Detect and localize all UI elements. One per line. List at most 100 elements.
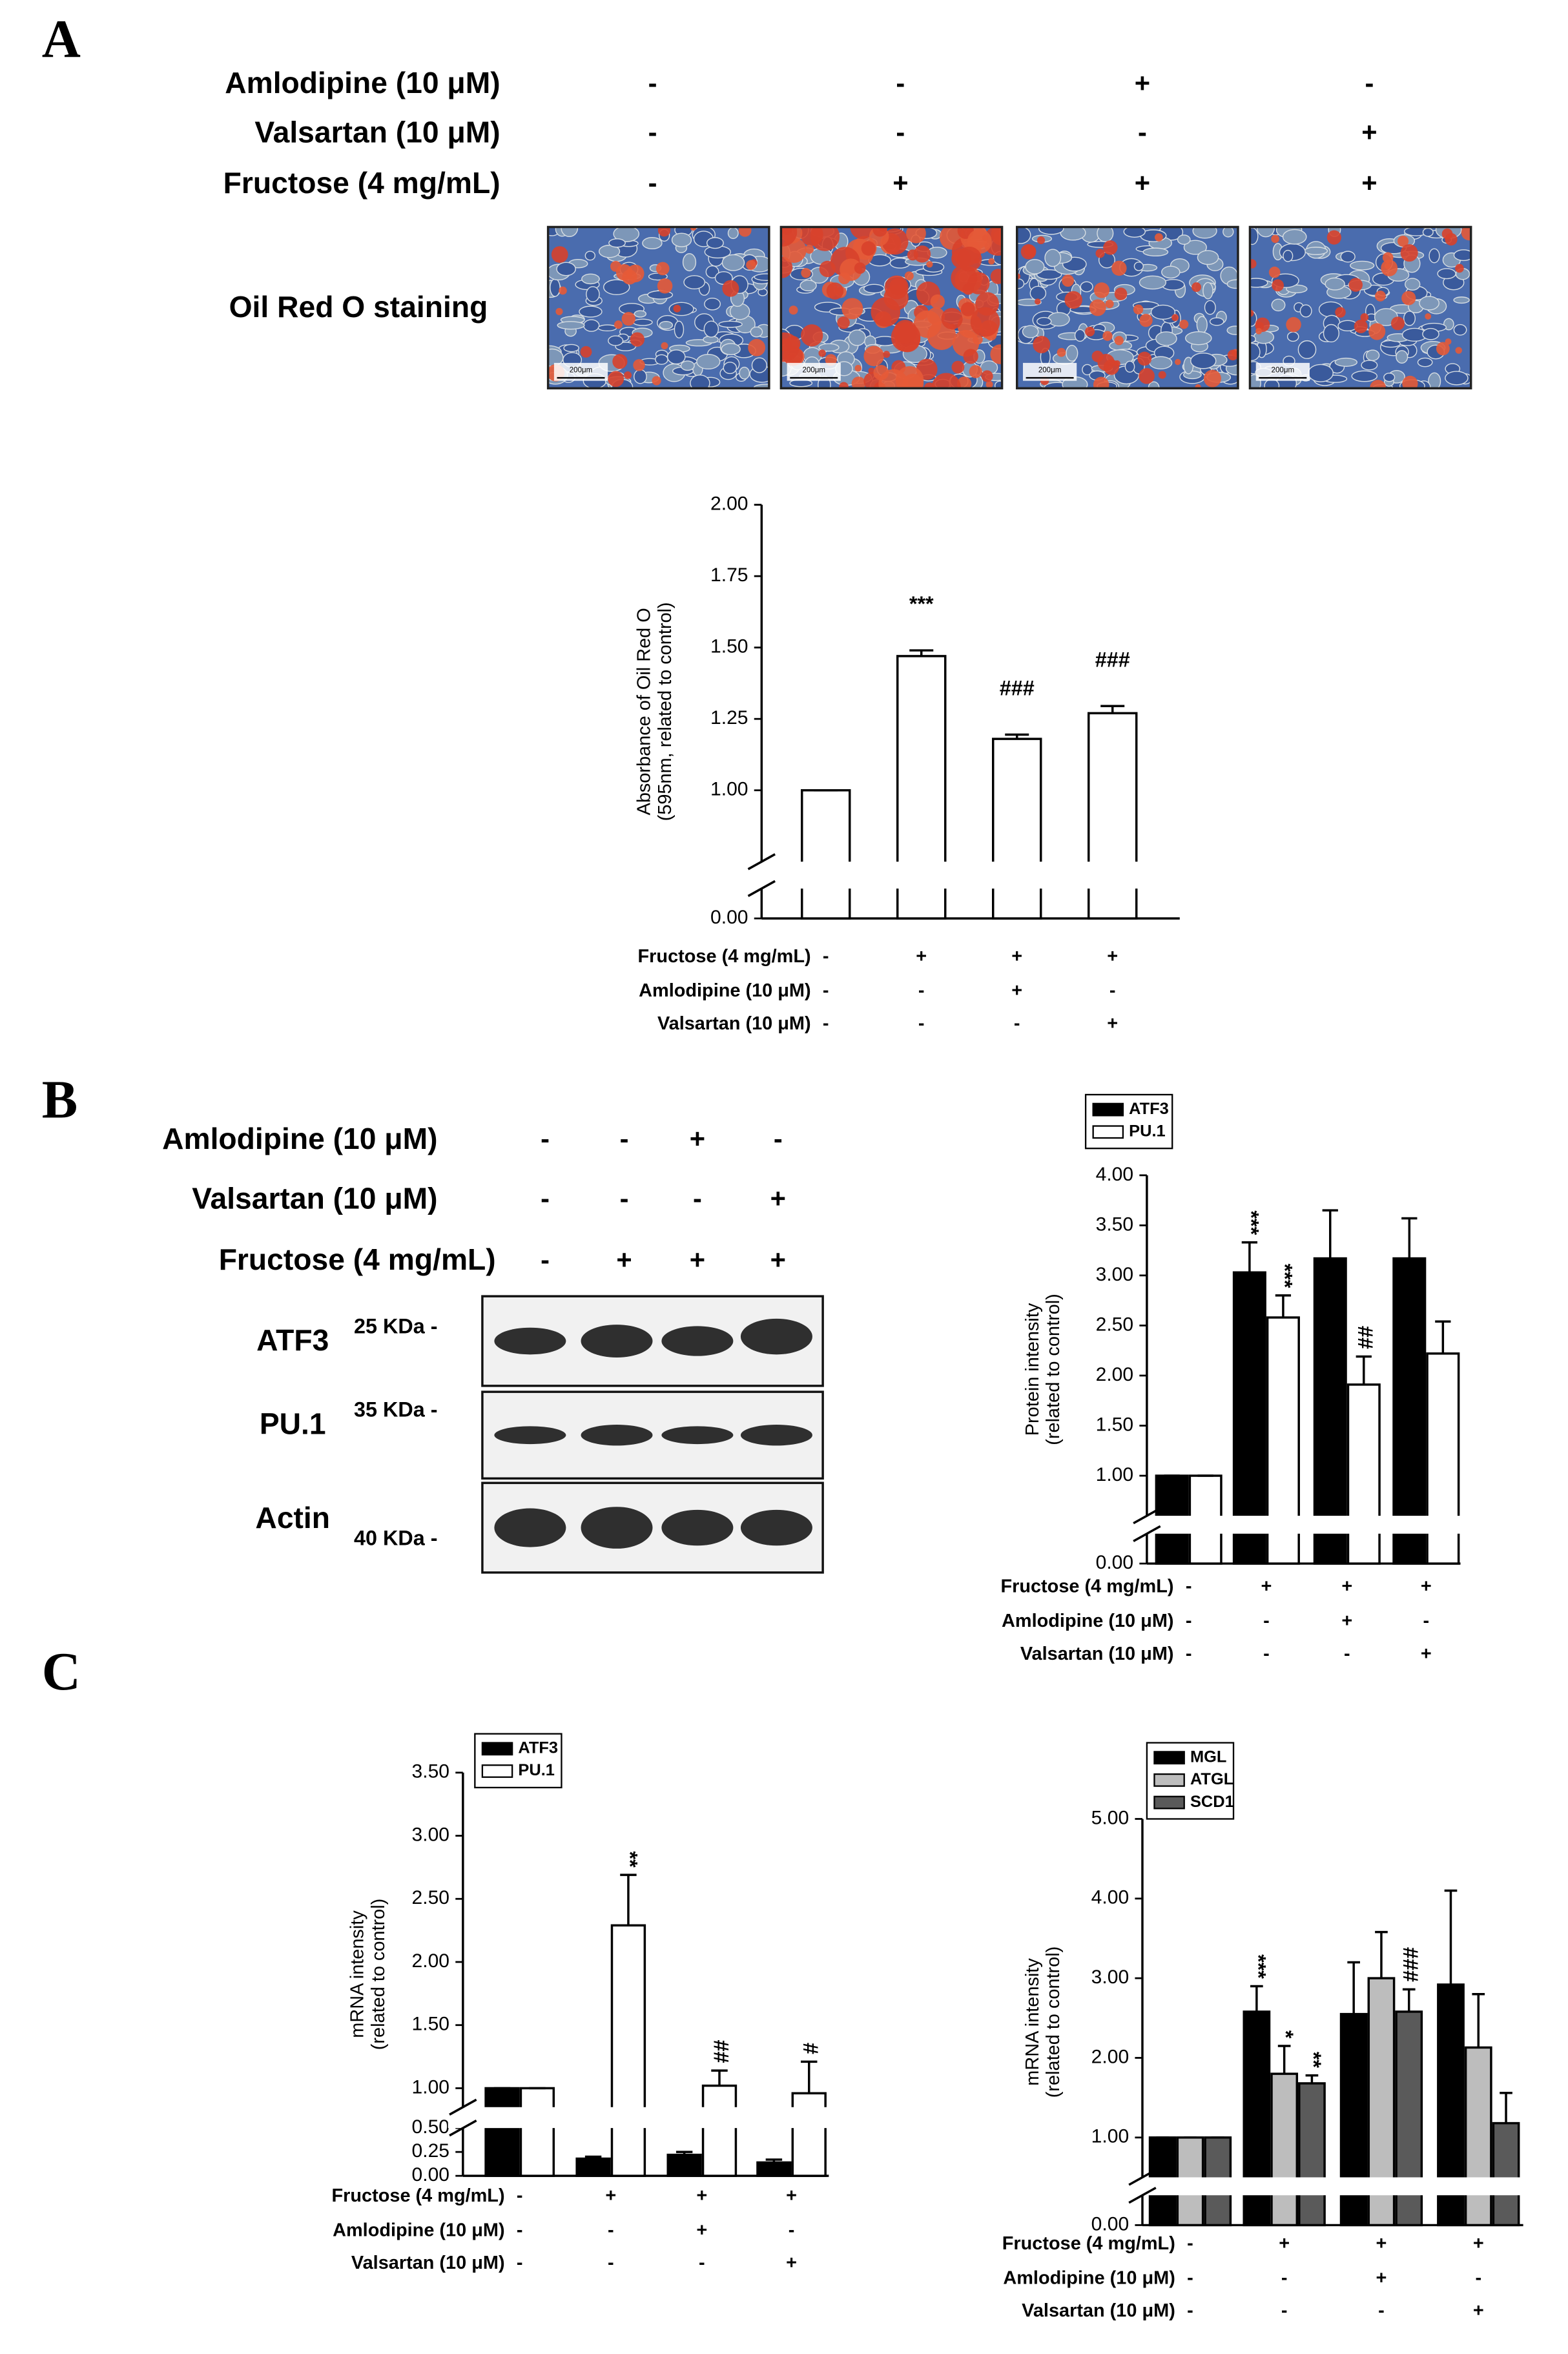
treatment-sign: + xyxy=(1473,2300,1484,2321)
treatment-sign: - xyxy=(823,946,829,967)
cell xyxy=(690,375,710,389)
cell xyxy=(1226,325,1238,335)
y-tick-label: 3.00 xyxy=(1091,1967,1129,1988)
cell xyxy=(608,335,624,346)
y-tick-label: 0.00 xyxy=(412,2164,449,2185)
legend-label: ATF3 xyxy=(1129,1100,1169,1118)
cell xyxy=(1429,248,1440,263)
treatment-sign: - xyxy=(896,117,905,147)
lipid xyxy=(927,307,945,325)
significance: ### xyxy=(1399,1947,1422,1982)
blot-band xyxy=(581,1507,653,1549)
treatment-sign: - xyxy=(823,980,829,1001)
lipid xyxy=(988,258,995,265)
axis-break-mark xyxy=(747,853,776,871)
lipid xyxy=(923,382,935,389)
bar xyxy=(756,2161,792,2177)
error-bar xyxy=(1347,1961,1360,2014)
significance: *** xyxy=(909,592,934,615)
lipid xyxy=(990,269,1002,284)
cell xyxy=(1297,340,1317,359)
legend-swatch xyxy=(1153,1795,1185,1810)
y-tick-label: 3.00 xyxy=(1096,1264,1133,1285)
cell xyxy=(1250,227,1259,245)
lipid xyxy=(941,307,963,330)
blot-band xyxy=(581,1425,653,1446)
bar xyxy=(484,2087,520,2177)
lipid xyxy=(990,344,1002,364)
lipid xyxy=(1272,279,1284,292)
cell xyxy=(1177,234,1191,245)
cell xyxy=(703,320,719,338)
lipid xyxy=(801,268,811,278)
lipid xyxy=(655,262,670,276)
lipid xyxy=(826,282,844,300)
blot-band xyxy=(494,1327,566,1355)
cell xyxy=(1080,281,1093,293)
lipid xyxy=(657,227,671,237)
y-axis-label: (related to control) xyxy=(368,1899,389,2050)
significance: ### xyxy=(1095,648,1130,671)
treatment-label: Valsartan (10 μM) xyxy=(1022,2300,1175,2321)
error-bar xyxy=(1241,1241,1258,1273)
image-border xyxy=(1015,225,1239,389)
cell xyxy=(584,251,596,261)
cell xyxy=(655,354,668,365)
lipid xyxy=(652,376,661,386)
lipid xyxy=(861,241,876,256)
y-tick-label: 1.00 xyxy=(412,2076,449,2098)
lipid xyxy=(1035,298,1041,305)
y-tick-label: 1.50 xyxy=(412,2014,449,2035)
scale-label: 200μm xyxy=(1272,367,1295,375)
cell xyxy=(1361,360,1378,371)
y-tick-label: 0.00 xyxy=(1091,2213,1129,2235)
treatment-sign: - xyxy=(620,1183,629,1213)
lipid xyxy=(1326,230,1341,245)
y-axis-label: (related to control) xyxy=(1043,1946,1064,2098)
lipid xyxy=(931,373,961,389)
significance: ## xyxy=(1354,1326,1377,1349)
treatment-sign: + xyxy=(1361,168,1377,198)
bar xyxy=(801,789,851,920)
cell xyxy=(1183,240,1207,255)
stain-image xyxy=(1250,227,1471,389)
lipid xyxy=(960,302,975,316)
legend-swatch xyxy=(481,1742,513,1756)
panel-letter: C xyxy=(42,1642,81,1702)
cell xyxy=(705,265,719,278)
cell xyxy=(666,349,686,365)
lipid xyxy=(1103,359,1120,375)
lipid xyxy=(657,278,673,294)
legend-box xyxy=(1084,1093,1173,1150)
y-tick-label: 1.25 xyxy=(710,707,748,728)
treatment-label: Fructose (4 mg/mL) xyxy=(219,1243,496,1276)
cell xyxy=(1202,282,1213,300)
lipid xyxy=(1171,314,1179,322)
lipid xyxy=(614,320,623,329)
treatment-label: Fructose (4 mg/mL) xyxy=(1000,1576,1173,1597)
lipid xyxy=(722,280,739,297)
axis-break-gap xyxy=(1127,2177,1527,2196)
cell xyxy=(603,279,630,295)
lipid xyxy=(1461,227,1471,241)
cell xyxy=(1308,364,1334,382)
lipid xyxy=(970,307,1000,337)
treatment-label: Amlodipine (10 μM) xyxy=(639,980,810,1001)
scale-label: 200μm xyxy=(802,367,825,375)
treatment-sign: + xyxy=(696,2185,707,2206)
y-tick-label: 2.00 xyxy=(1091,2046,1129,2067)
lipid xyxy=(878,369,909,389)
treatment-sign: - xyxy=(823,1013,829,1034)
cell xyxy=(1124,360,1135,373)
blot-size: 25 KDa - xyxy=(354,1314,438,1337)
lipid xyxy=(1255,327,1263,335)
y-tick-label: 1.75 xyxy=(710,564,748,586)
error-bar xyxy=(1275,1294,1292,1318)
blot-size: 35 KDa - xyxy=(354,1398,438,1421)
axis-break-mark xyxy=(747,880,776,897)
treatment-sign: + xyxy=(1011,980,1022,1001)
cell xyxy=(1325,277,1345,291)
lipid xyxy=(1093,377,1109,389)
cell xyxy=(818,343,840,352)
lipid xyxy=(839,382,849,389)
